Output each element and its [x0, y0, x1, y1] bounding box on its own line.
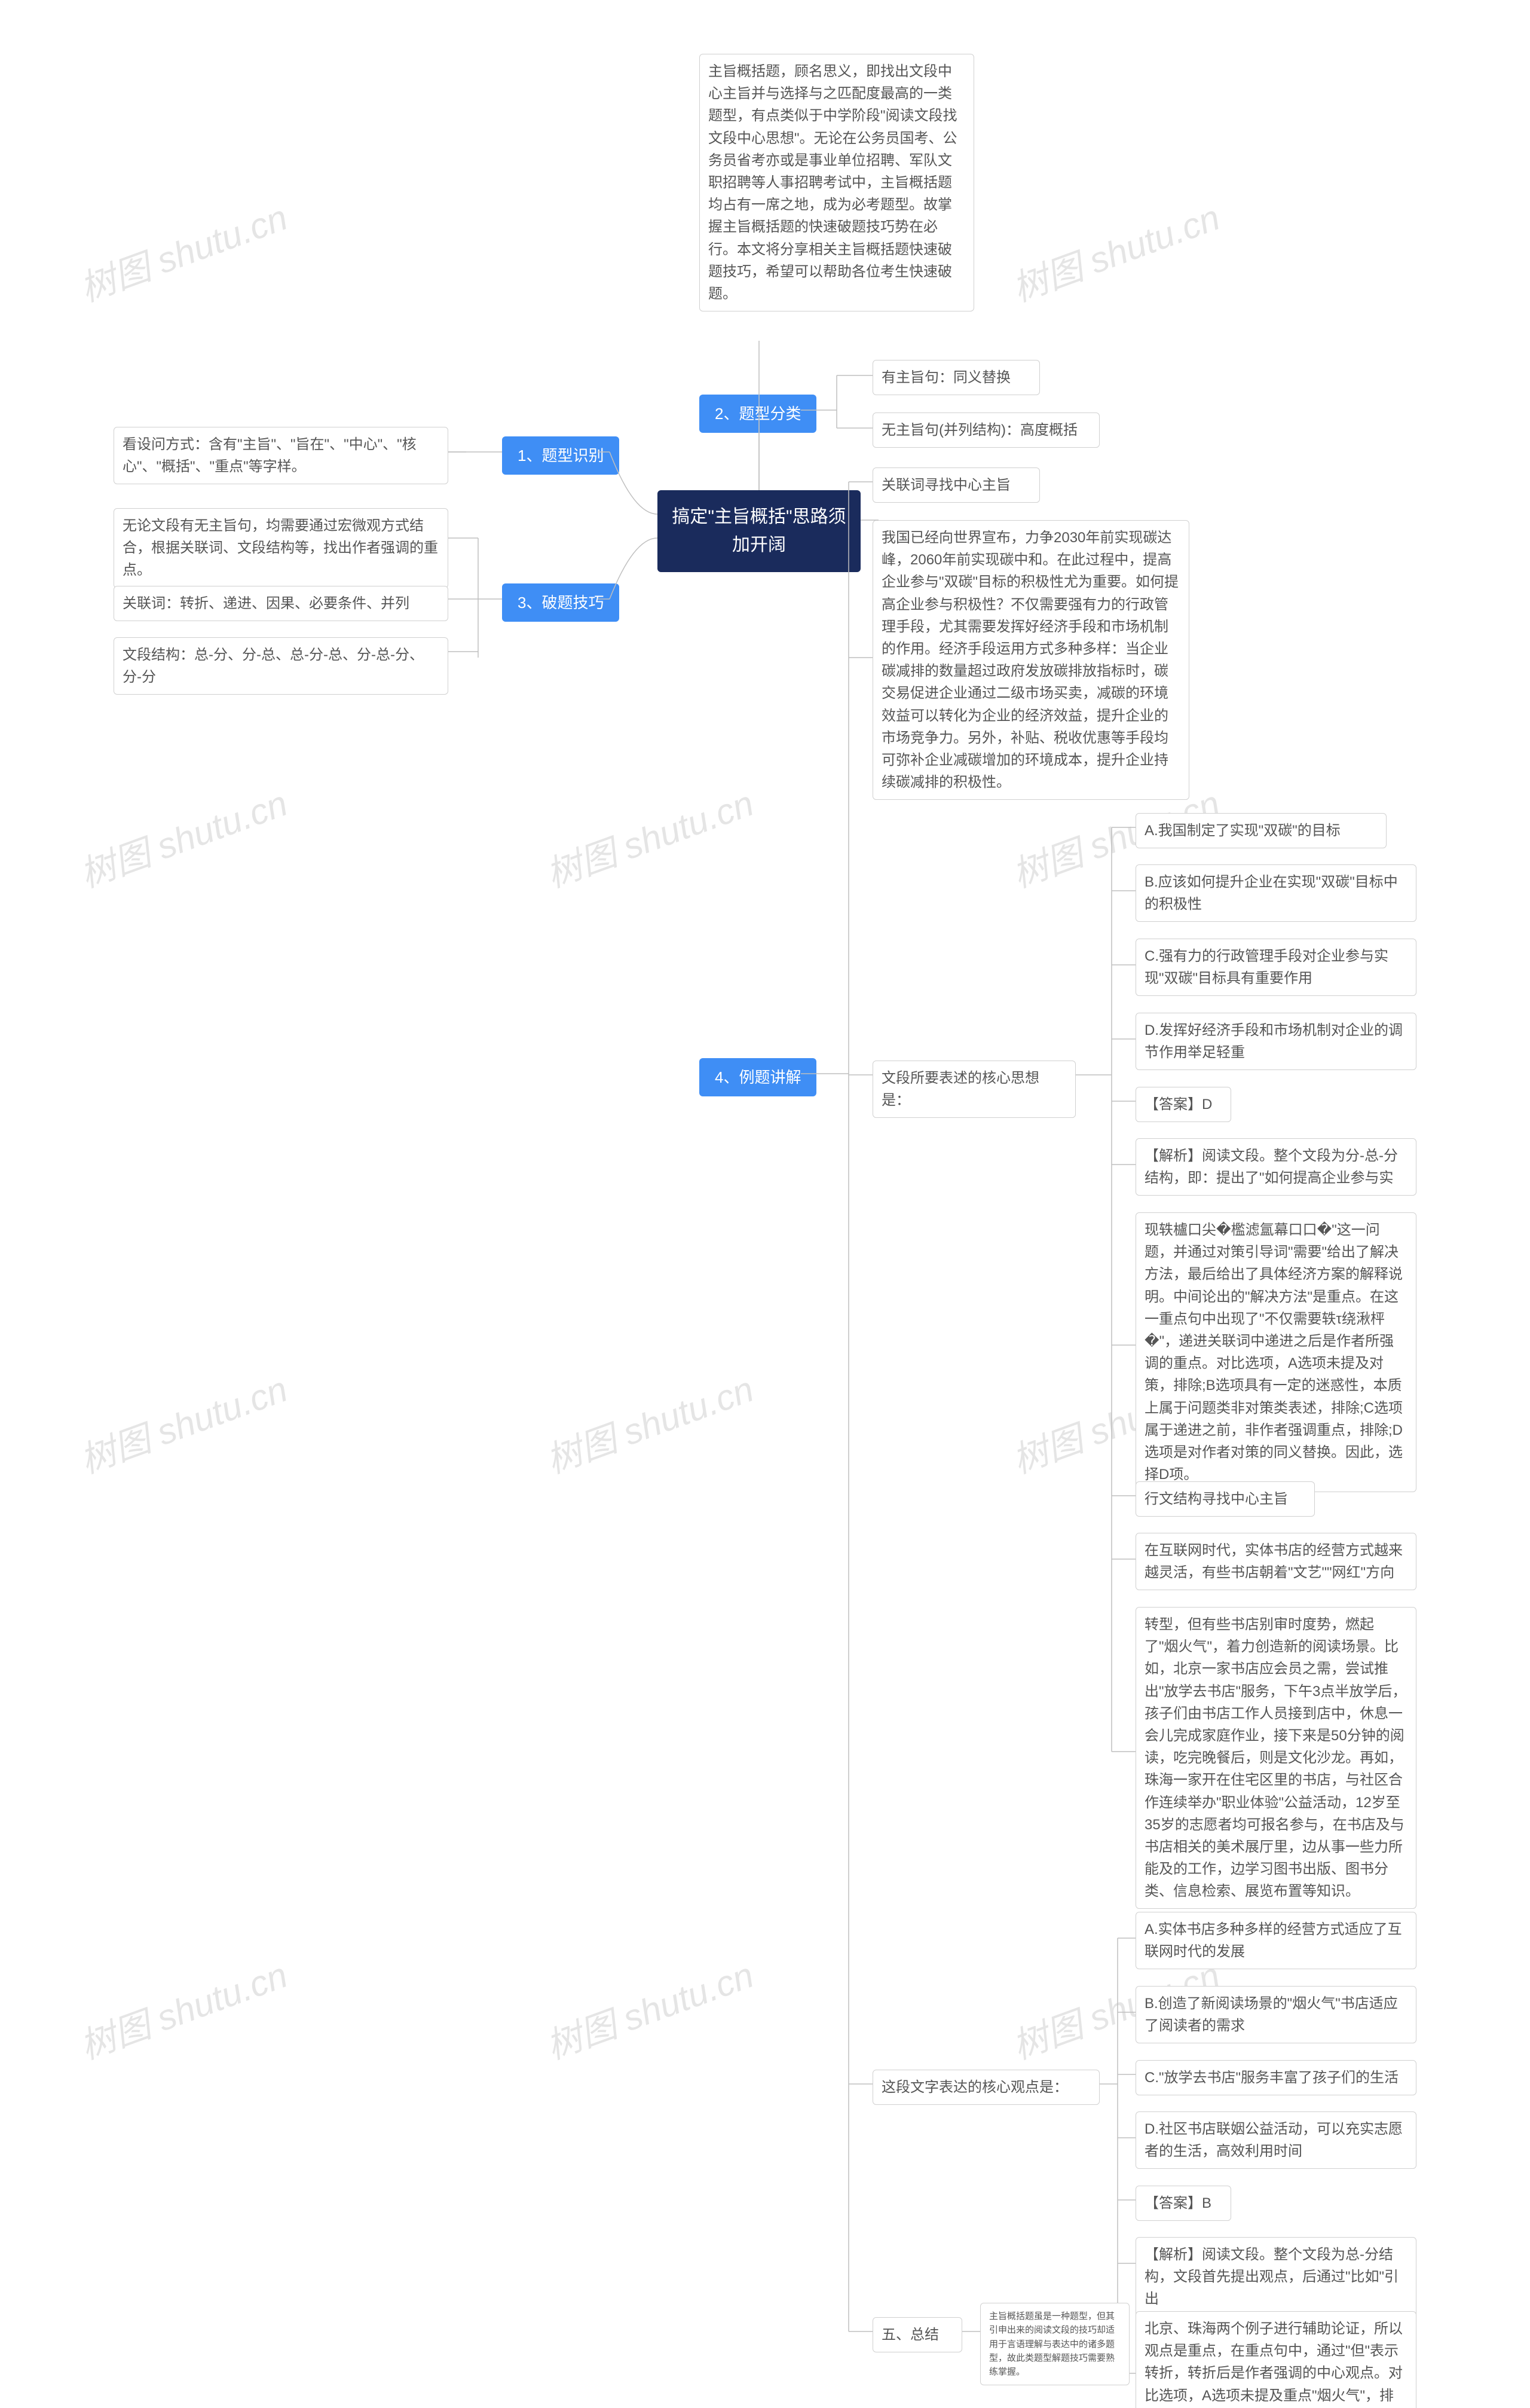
connectors — [0, 0, 1530, 2408]
leaf-b4-C1: C.强有力的行政管理手段对企业参与实现"双碳"目标具有重要作用 — [1136, 939, 1416, 996]
root-node: 搞定"主旨概括"思路须加开阔 — [657, 490, 861, 572]
leaf-b3-1: 无论文段有无主旨句，均需要通过宏微观方式结合，根据关联词、文段结构等，找出作者强… — [114, 508, 448, 588]
watermark: 树图 shutu.cn — [538, 775, 760, 898]
leaf-b4-passage2a: 在互联网时代，实体书店的经营方式越来越灵活，有些书店朝着"文艺""网红"方向 — [1136, 1533, 1416, 1590]
leaf-b4-q1: 文段所要表述的核心思想是： — [873, 1061, 1076, 1118]
watermark: 树图 shutu.cn — [72, 1946, 293, 2070]
leaf-b2-1: 有主旨句：同义替换 — [873, 360, 1040, 395]
leaf-b4-ans2: 【答案】B — [1136, 2186, 1231, 2221]
watermark: 树图 shutu.cn — [72, 1361, 293, 1484]
leaf-b4-A2: A.实体书店多种多样的经营方式适应了互联网时代的发展 — [1136, 1912, 1416, 1969]
leaf-b3-3: 文段结构：总-分、分-总、总-分-总、分-总-分、分-分 — [114, 637, 448, 695]
branch-5: 五、总结 — [873, 2317, 962, 2352]
leaf-b4-exp1b: 现轶櫨口尖�檻滤氲幕口口�"这一问题，并通过对策引导词"需要"给出了解决方法，最… — [1136, 1212, 1416, 1492]
branch-4: 4、例题讲解 — [699, 1058, 816, 1096]
leaf-b4-passage2b: 转型，但有些书店别审时度势，燃起了"烟火气"，着力创造新的阅读场景。比如，北京一… — [1136, 1607, 1416, 1909]
leaf-b4-D1: D.发挥好经济手段和市场机制对企业的调节作用举足轻重 — [1136, 1013, 1416, 1070]
leaf-b4-head1: 关联词寻找中心主旨 — [873, 467, 1040, 503]
leaf-b2-2: 无主旨句(并列结构)：高度概括 — [873, 412, 1100, 448]
leaf-b4-A1: A.我国制定了实现"双碳"的目标 — [1136, 813, 1387, 848]
leaf-b4-C2: C."放学去书店"服务丰富了孩子们的生活 — [1136, 2060, 1416, 2095]
watermark: 树图 shutu.cn — [1004, 189, 1226, 312]
leaf-b4-B2: B.创造了新阅读场景的"烟火气"书店适应了阅读者的需求 — [1136, 1986, 1416, 2043]
leaf-b1-1: 看设问方式：含有"主旨"、"旨在"、"中心"、"核心"、"概括"、"重点"等字样… — [114, 427, 448, 484]
leaf-b4-passage1: 我国已经向世界宣布，力争2030年前实现碳达峰，2060年前实现碳中和。在此过程… — [873, 520, 1189, 800]
branch-3: 3、破题技巧 — [502, 583, 619, 622]
watermark: 树图 shutu.cn — [538, 1361, 760, 1484]
leaf-b4-q2: 这段文字表达的核心观点是： — [873, 2070, 1100, 2105]
leaf-b4-D2: D.社区书店联姻公益活动，可以充实志愿者的生活，高效利用时间 — [1136, 2111, 1416, 2169]
watermark: 树图 shutu.cn — [72, 775, 293, 898]
leaf-b3-2: 关联词：转折、递进、因果、必要条件、并列 — [114, 586, 448, 621]
leaf-b4-ans1: 【答案】D — [1136, 1087, 1231, 1122]
leaf-b4-B1: B.应该如何提升企业在实现"双碳"目标中的积极性 — [1136, 864, 1416, 922]
leaf-intro: 主旨概括题，顾名思义，即找出文段中心主旨并与选择与之匹配度最高的一类题型，有点类… — [699, 54, 974, 311]
branch-2: 2、题型分类 — [699, 395, 816, 433]
leaf-b4-head2: 行文结构寻找中心主旨 — [1136, 1481, 1315, 1517]
leaf-b4-exp2a: 【解析】阅读文段。整个文段为总-分结构，文段首先提出观点，后通过"比如"引出 — [1136, 2237, 1416, 2317]
branch-1: 1、题型识别 — [502, 436, 619, 475]
leaf-b4-exp2b: 北京、珠海两个例子进行辅助论证，所以观点是重点，在重点句中，通过"但"表示转折，… — [1136, 2311, 1416, 2408]
leaf-b5-final: 主旨概括题虽是一种题型，但其引申出来的阅读文段的技巧却适用于言语理解与表达中的诸… — [980, 2303, 1130, 2385]
watermark: 树图 shutu.cn — [72, 189, 293, 312]
watermark: 树图 shutu.cn — [538, 1946, 760, 2070]
leaf-b4-exp1a: 【解析】阅读文段。整个文段为分-总-分结构，即：提出了"如何提高企业参与实 — [1136, 1138, 1416, 1196]
